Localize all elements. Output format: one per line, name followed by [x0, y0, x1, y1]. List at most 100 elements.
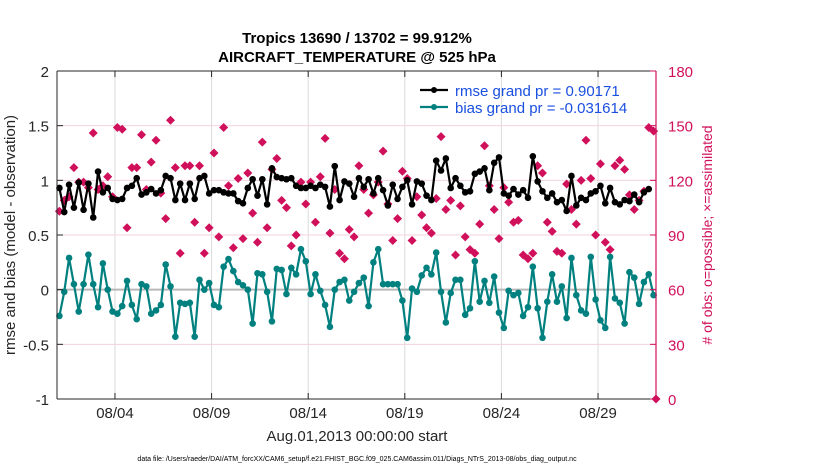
- rmse-point: [157, 186, 165, 194]
- count-marker: [475, 219, 485, 229]
- rmse-point: [75, 179, 83, 186]
- count-marker: [277, 195, 287, 205]
- count-marker: [576, 175, 586, 185]
- count-marker: [451, 250, 461, 260]
- bias-point: [408, 285, 416, 292]
- bias-point: [394, 280, 401, 288]
- count-marker: [586, 174, 596, 184]
- bias-point: [597, 316, 604, 324]
- count-marker: [537, 168, 547, 178]
- bias-point: [114, 310, 121, 318]
- count-marker: [320, 133, 330, 143]
- bias-point: [143, 283, 150, 290]
- bias-point: [249, 320, 256, 327]
- x-tick-label: 08/29: [579, 405, 617, 422]
- bias-point: [630, 274, 638, 281]
- count-marker: [204, 223, 214, 233]
- rmse-point: [476, 168, 483, 175]
- count-marker: [122, 223, 132, 233]
- rmse-point: [389, 181, 397, 189]
- bias-point: [403, 334, 411, 342]
- bias-point: [428, 271, 435, 278]
- count-marker: [190, 217, 200, 227]
- rmse-point: [408, 201, 416, 208]
- count-marker: [170, 163, 180, 173]
- count-marker: [378, 146, 388, 156]
- count-marker: [281, 203, 291, 213]
- bias-point: [278, 266, 285, 274]
- rmse-point: [548, 190, 556, 197]
- bias-point: [205, 279, 213, 287]
- count-marker: [132, 163, 142, 173]
- rmse-point: [399, 183, 406, 191]
- rmse-point: [616, 201, 624, 208]
- bias-point: [133, 315, 141, 323]
- rmse-point: [481, 165, 488, 172]
- bias-point: [379, 280, 387, 288]
- rmse-point: [519, 186, 527, 194]
- bias-point: [544, 298, 551, 305]
- legend-rmse-marker: [431, 87, 437, 93]
- count-marker: [117, 124, 127, 134]
- rmse-point: [432, 157, 440, 164]
- bias-point: [592, 296, 599, 303]
- count-marker: [137, 130, 147, 140]
- bias-point: [99, 260, 107, 267]
- y-tick-label-right: 150: [668, 119, 693, 136]
- bias-point: [268, 318, 276, 325]
- rmse-point: [539, 187, 546, 195]
- bias-point: [85, 251, 92, 258]
- count-marker: [161, 214, 171, 224]
- bias-point: [297, 245, 305, 253]
- count-marker: [243, 168, 253, 178]
- y-tick-label-right: 60: [668, 283, 685, 300]
- rmse-point: [558, 196, 566, 204]
- bias-point: [577, 307, 585, 314]
- bias-point: [220, 263, 227, 271]
- rmse-point: [597, 182, 604, 190]
- bias-point: [186, 299, 194, 307]
- bias-point: [94, 303, 102, 311]
- rmse-point: [287, 174, 295, 182]
- rmse-point: [312, 184, 319, 192]
- bias-point: [167, 283, 174, 290]
- bias-point: [645, 271, 653, 278]
- bias-point: [80, 280, 87, 288]
- bias-point: [123, 277, 131, 285]
- bias-point: [360, 274, 368, 281]
- count-marker: [272, 153, 282, 163]
- rmse-point: [568, 172, 575, 180]
- rmse-point: [345, 180, 353, 187]
- count-marker: [629, 204, 639, 214]
- rmse-point: [635, 198, 643, 206]
- bias-point: [616, 299, 624, 307]
- rmse-point: [606, 184, 614, 192]
- bias-point: [587, 253, 595, 261]
- bias-point: [225, 255, 232, 263]
- bias-point: [157, 301, 165, 309]
- rmse-point: [80, 206, 87, 214]
- count-marker: [127, 163, 137, 173]
- bias-point: [572, 291, 580, 299]
- count-marker: [219, 122, 229, 132]
- rmse-point: [350, 193, 358, 201]
- count-marker: [238, 234, 248, 244]
- count-marker: [195, 161, 205, 171]
- bias-point: [519, 312, 527, 320]
- count-marker: [600, 237, 610, 247]
- count-marker: [257, 137, 267, 147]
- count-marker: [325, 228, 335, 238]
- rmse-point: [418, 180, 426, 187]
- rmse-point: [244, 184, 252, 192]
- bias-line: [58, 248, 655, 339]
- count-marker: [209, 148, 219, 158]
- count-marker: [595, 159, 605, 169]
- rmse-point: [515, 191, 522, 198]
- bias-point: [413, 288, 421, 296]
- bias-point: [239, 281, 247, 289]
- rmse-point: [65, 181, 73, 189]
- rmse-point: [457, 182, 464, 190]
- rmse-point: [645, 185, 653, 193]
- bias-point: [553, 298, 561, 305]
- legend: rmse grand pr = 0.90171 bias grand pr = …: [420, 83, 627, 117]
